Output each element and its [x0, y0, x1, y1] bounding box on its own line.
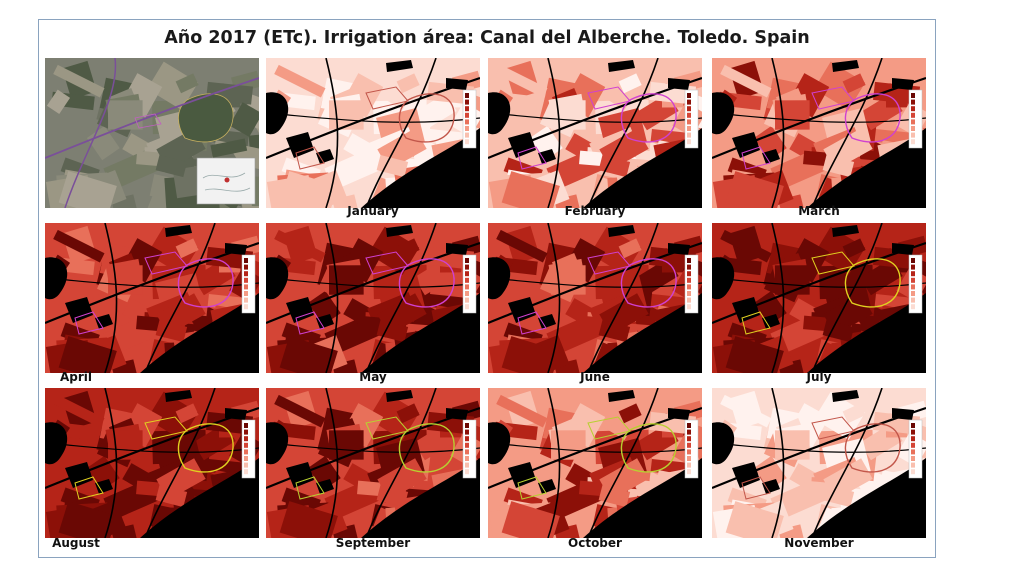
month-label-february: February	[564, 204, 626, 218]
etc-map-june	[488, 223, 702, 373]
etc-map-october	[488, 388, 702, 538]
etc-map-may	[266, 223, 480, 373]
etc-map-january-graphic	[266, 58, 480, 208]
etc-map-february-graphic	[488, 58, 702, 208]
etc-map-august	[45, 388, 259, 538]
month-label-july: July	[806, 370, 832, 384]
etc-map-march	[712, 58, 926, 208]
month-label-january: January	[347, 204, 399, 218]
etc-map-november-graphic	[712, 388, 926, 538]
etc-map-february	[488, 58, 702, 208]
satellite-reference-image	[45, 58, 259, 208]
month-label-september: September	[335, 536, 411, 550]
etc-map-march-graphic	[712, 58, 926, 208]
etc-map-april-graphic	[45, 223, 259, 373]
figure-frame: Año 2017 (ETc). Irrigation área: Canal d…	[38, 19, 936, 558]
etc-map-july	[712, 223, 926, 373]
month-label-november: November	[784, 536, 854, 550]
month-label-october: October	[568, 536, 622, 550]
etc-map-may-graphic	[266, 223, 480, 373]
etc-map-september-graphic	[266, 388, 480, 538]
figure-title: Año 2017 (ETc). Irrigation área: Canal d…	[164, 28, 810, 48]
etc-map-august-graphic	[45, 388, 259, 538]
month-label-may: May	[359, 370, 387, 384]
etc-map-july-graphic	[712, 223, 926, 373]
etc-map-april	[45, 223, 259, 373]
etc-map-october-graphic	[488, 388, 702, 538]
etc-map-november	[712, 388, 926, 538]
satellite-reference-image-graphic	[45, 58, 259, 208]
etc-map-june-graphic	[488, 223, 702, 373]
etc-map-september	[266, 388, 480, 538]
etc-map-january	[266, 58, 480, 208]
month-label-april: April	[59, 370, 93, 384]
month-label-march: March	[798, 204, 840, 218]
month-label-august: August	[52, 536, 100, 550]
month-label-june: June	[580, 370, 610, 384]
